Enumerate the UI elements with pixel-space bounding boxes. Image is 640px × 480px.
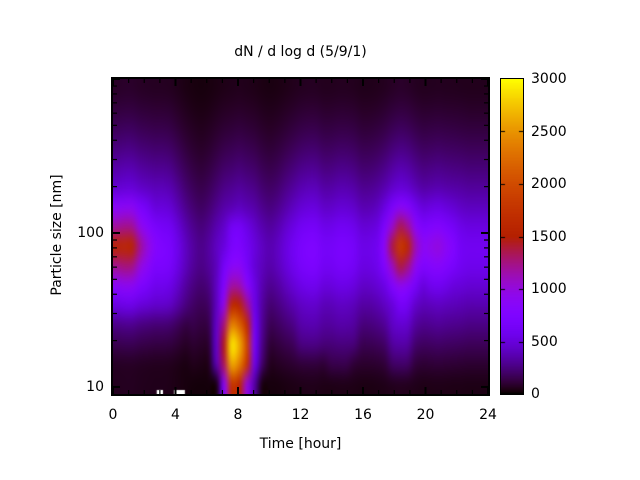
colorbar — [500, 78, 524, 395]
x-tick-label: 0 — [108, 407, 118, 423]
colorbar-tick-label: 2500 — [531, 123, 567, 140]
heatmap-plot — [111, 77, 490, 396]
colorbar-tick-label: 0 — [531, 386, 540, 402]
x-tick-label: 16 — [354, 407, 372, 423]
colorbar-tick-label: 1500 — [531, 228, 567, 245]
colorbar-canvas — [501, 79, 523, 394]
x-tick-label: 4 — [171, 407, 180, 423]
colorbar-tick-label: 2000 — [531, 176, 567, 192]
colorbar-tick-label: 500 — [531, 333, 558, 350]
chart-title: dN / d log d (5/9/1) — [234, 44, 367, 60]
y-tick-label: 100 — [77, 224, 104, 241]
colorbar-tick-label: 3000 — [531, 71, 567, 87]
x-tick-label: 24 — [479, 407, 497, 423]
axis-ticks — [113, 79, 488, 394]
x-axis-label: Time [hour] — [259, 436, 342, 452]
x-tick-label: 8 — [233, 407, 243, 423]
y-tick-label: 10 — [86, 378, 104, 395]
x-tick-label: 12 — [291, 407, 310, 423]
x-tick-label: 20 — [416, 407, 435, 423]
colorbar-tick-label: 1000 — [531, 281, 567, 297]
heatmap-canvas — [113, 79, 488, 394]
